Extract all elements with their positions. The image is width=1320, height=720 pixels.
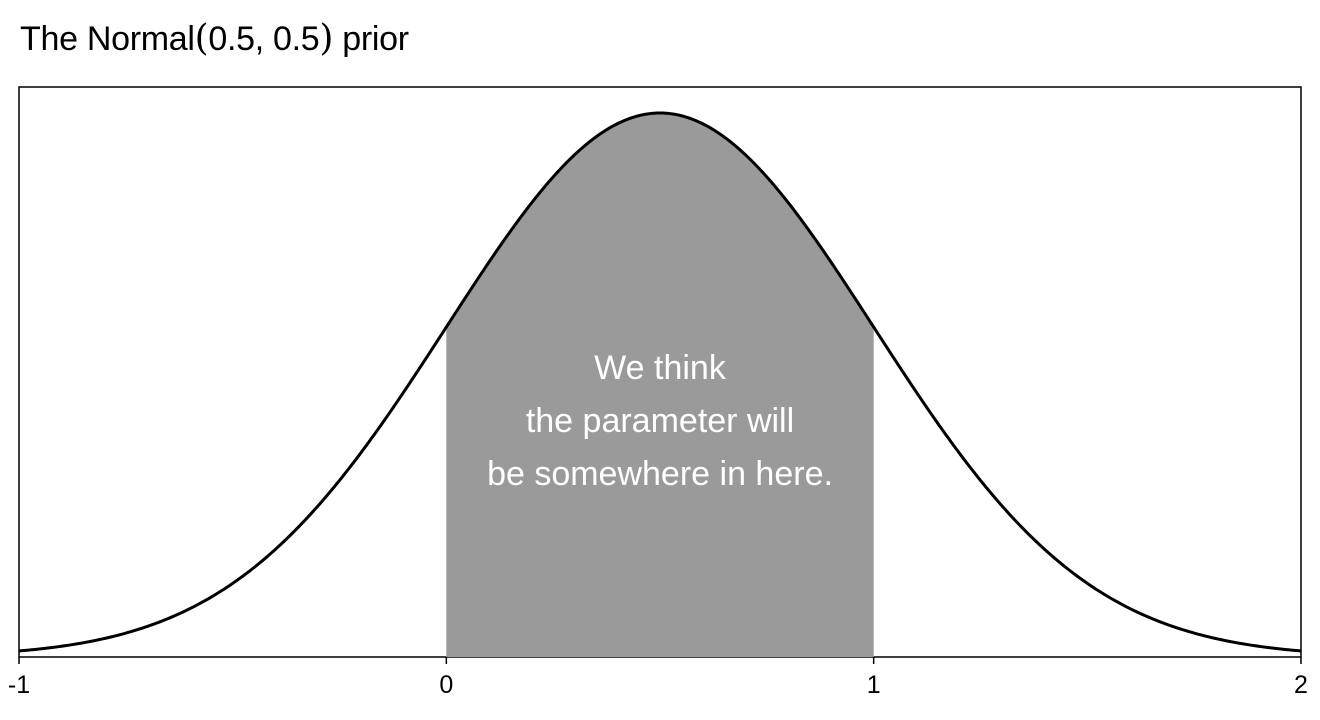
x-tick-label: -1 xyxy=(8,671,30,699)
title-params: 0.5, 0.5 xyxy=(208,20,320,58)
x-axis: -1 0 1 2 xyxy=(8,657,1308,699)
x-tick-label: 2 xyxy=(1294,671,1308,699)
annotation-line: be somewhere in here. xyxy=(487,455,833,493)
title-open-paren: ( xyxy=(194,18,209,59)
density-curve xyxy=(18,111,1302,653)
title-close-paren: ) xyxy=(319,18,334,59)
annotation-line: We think xyxy=(594,349,727,387)
chart-title: The Normal(0.5, 0.5) prior xyxy=(20,18,409,59)
annotation-line: the parameter will xyxy=(526,402,794,440)
title-prefix: The Normal xyxy=(20,20,195,58)
x-tick-label: 0 xyxy=(439,671,453,699)
annotation: We think the parameter will be somewhere i… xyxy=(487,349,833,493)
shaded-region xyxy=(446,113,874,657)
title-suffix: prior xyxy=(342,20,409,58)
x-tick-label: 1 xyxy=(867,671,881,699)
